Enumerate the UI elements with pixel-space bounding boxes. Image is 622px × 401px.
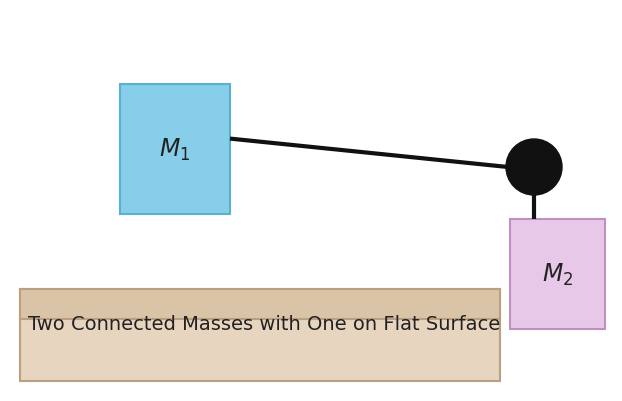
- Circle shape: [506, 140, 562, 196]
- Bar: [20, 289, 500, 381]
- Bar: [120, 85, 230, 215]
- Text: Two Connected Masses with One on Flat Surface: Two Connected Masses with One on Flat Su…: [28, 315, 500, 334]
- Text: $M_1$: $M_1$: [159, 137, 190, 163]
- Bar: [20, 289, 500, 319]
- Bar: [510, 219, 605, 329]
- Text: $M_2$: $M_2$: [542, 261, 573, 288]
